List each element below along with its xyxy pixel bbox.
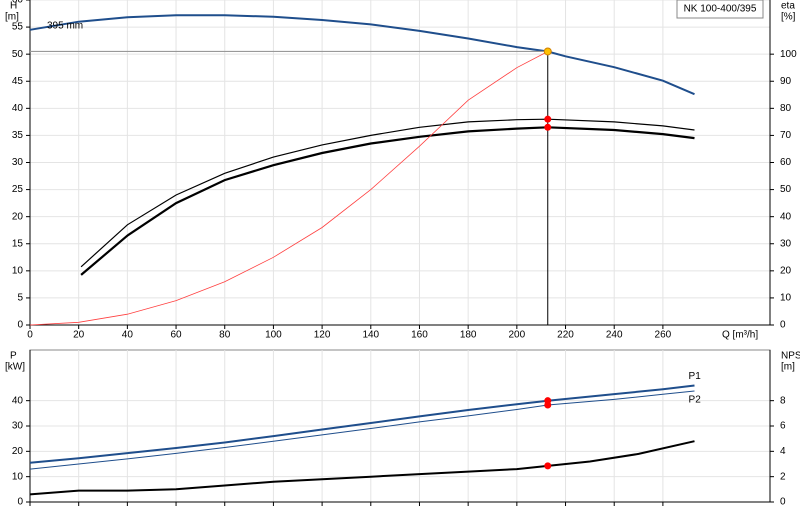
y-tick-label: 15 [12,238,24,249]
x-tick-label: 20 [73,330,85,341]
y2-tick-label: 50 [780,184,792,195]
y-axis-unit: [m] [5,12,19,23]
y2-axis-unit: [m] [781,362,795,373]
series-line [29,440,695,496]
y-tick-label: 20 [12,211,24,222]
operating-point [544,401,552,409]
y2-tick-label: 6 [780,421,786,432]
x-tick-label: 100 [265,330,282,341]
x-tick-label: 260 [655,330,672,341]
y-axis-label: H [10,1,17,12]
y-tick-label: 0 [17,497,23,508]
y2-tick-label: 70 [780,130,792,141]
operating-point [544,115,552,123]
series-line [29,14,695,96]
series-line [80,126,695,276]
y2-tick-label: 30 [780,238,792,249]
y2-tick-label: 4 [780,446,786,457]
y-tick-label: 10 [12,265,24,276]
y-tick-label: 50 [12,49,24,60]
y-tick-label: 5 [17,293,23,304]
x-tick-label: 40 [122,330,134,341]
y-tick-label: 25 [12,184,24,195]
x-tick-label: 80 [219,330,231,341]
y-tick-label: 0 [17,320,23,331]
series-line [29,51,548,326]
series-line [80,118,695,268]
y2-tick-label: 2 [780,471,786,482]
y-tick-label: 40 [12,103,24,114]
x-tick-label: 240 [606,330,623,341]
y2-tick-label: 80 [780,103,792,114]
x-tick-label: 120 [314,330,331,341]
y2-tick-label: 90 [780,76,792,87]
x-tick-label: 0 [27,330,33,341]
operating-point [544,462,552,470]
y2-tick-label: 10 [780,293,792,304]
y2-tick-label: 20 [780,265,792,276]
y-tick-label: 55 [12,22,24,33]
x-tick-label: 160 [411,330,428,341]
series-label: P1 [689,371,702,382]
x-tick-label: 220 [557,330,574,341]
y2-axis-label: eta [781,1,795,12]
y-axis-label: P [10,351,17,362]
y2-tick-label: 0 [780,320,786,331]
operating-point [543,47,552,56]
y2-tick-label: 40 [780,211,792,222]
y-tick-label: 10 [12,471,24,482]
y2-tick-label: 8 [780,395,786,406]
title-box [676,0,764,19]
x-tick-label: 60 [170,330,182,341]
y-tick-label: 45 [12,76,24,87]
y2-axis-label: NPSH [781,351,800,362]
series-line [29,390,695,470]
y2-tick-label: 0 [780,497,786,508]
y-tick-label: 30 [12,421,24,432]
series-label: P2 [689,395,702,406]
y2-axis-unit: [%] [781,12,796,23]
series-label: 395 mm [47,20,83,31]
y2-tick-label: 60 [780,157,792,168]
y-tick-label: 35 [12,130,24,141]
y-tick-label: 30 [12,157,24,168]
y-tick-label: 60 [12,0,24,6]
y-tick-label: 20 [12,446,24,457]
y-axis-unit: [kW] [5,362,25,373]
operating-point [544,123,552,131]
chart-title: NK 100-400/395 [684,4,757,15]
x-axis-label: Q [m³/h] [722,330,758,341]
x-tick-label: 200 [508,330,525,341]
series-line [29,384,695,464]
y-tick-label: 40 [12,395,24,406]
y2-tick-label: 100 [780,49,797,60]
x-tick-label: 180 [460,330,477,341]
x-tick-label: 140 [362,330,379,341]
